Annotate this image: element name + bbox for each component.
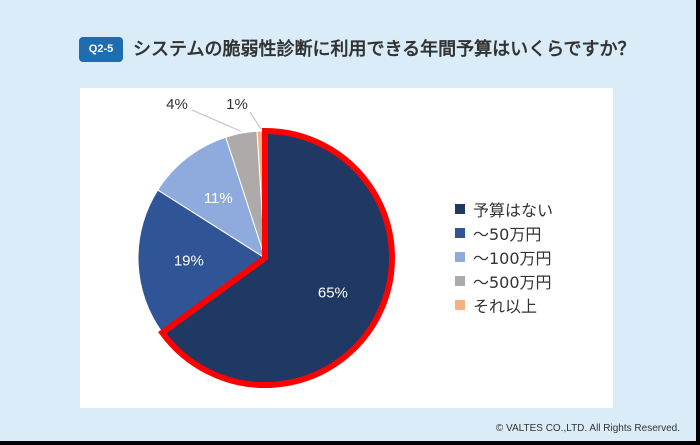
legend-swatch xyxy=(455,228,465,238)
pie-slices xyxy=(137,127,395,388)
legend-item: それ以上 xyxy=(455,293,553,317)
pie-label: 4% xyxy=(166,96,188,113)
legend-swatch xyxy=(455,252,465,262)
legend-item: 予算はない xyxy=(455,197,553,221)
legend-item: ～50万円 xyxy=(455,221,553,245)
highlight-outline xyxy=(158,127,395,388)
pie-labels: 65% 19% 11% 4% 1% xyxy=(166,96,348,302)
chart-card: 65% 19% 11% 4% 1% 予算はない ～50万円 ～100万円 ～500万円 … xyxy=(80,88,613,408)
legend-swatch xyxy=(455,276,465,286)
pie-slice xyxy=(137,189,266,334)
pie-label: 65% xyxy=(318,285,348,302)
copyright: © VALTES CO.,LTD. All Rights Reserved. xyxy=(495,423,680,434)
chart-title: システムの脆弱性診断に利用できる年間予算はいくらですか？ xyxy=(133,39,636,60)
question-badge: Q2-5 xyxy=(79,37,123,62)
pie-label: 11% xyxy=(204,190,233,207)
pie-slice xyxy=(157,136,266,260)
legend-swatch xyxy=(455,300,465,310)
pie-chart: 65% 19% 11% 4% 1% xyxy=(137,96,395,388)
legend-item: ～100万円 xyxy=(455,245,553,269)
legend: 予算はない ～50万円 ～100万円 ～500万円 それ以上 xyxy=(455,197,553,317)
legend-item: ～500万円 xyxy=(455,269,553,293)
legend-swatch xyxy=(455,204,465,214)
pie-label: 19% xyxy=(174,252,204,269)
pie-label: 1% xyxy=(226,96,248,113)
